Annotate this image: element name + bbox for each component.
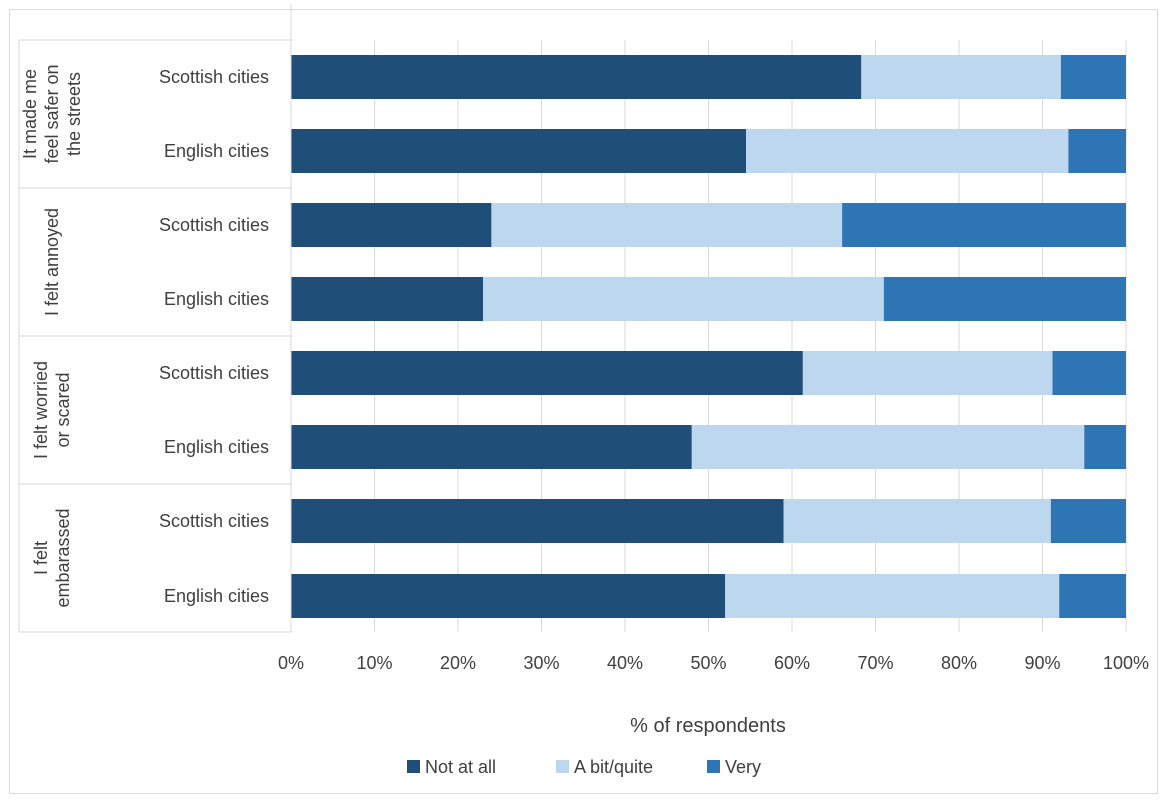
bar-segment-very: [1050, 499, 1126, 543]
bars: [291, 55, 1126, 618]
bar-segment-a-bit-quite: [802, 351, 1053, 395]
group-labels: It made me feel safer on the streets I felt…: [20, 64, 84, 607]
legend-swatch: [707, 760, 720, 773]
x-tick-label: 60%: [774, 653, 810, 673]
legend: Not at all A bit/quite Very: [407, 757, 761, 777]
group-label-line: or scared: [53, 372, 73, 447]
bar-segment-a-bit-quite: [691, 425, 1085, 469]
group-label: I felt worried or scared: [31, 361, 73, 459]
gridlines: [374, 40, 1127, 632]
bar-segment-not-at-all: [291, 55, 862, 99]
legend-swatch: [407, 760, 420, 773]
x-tick-label: 40%: [607, 653, 643, 673]
legend-label: Very: [725, 757, 761, 777]
category-label: English cities: [164, 289, 269, 309]
group-label-line: embarassed: [53, 508, 73, 607]
category-label: Scottish cities: [159, 215, 269, 235]
x-tick-label: 50%: [690, 653, 726, 673]
legend-swatch: [556, 760, 569, 773]
bar-segment-a-bit-quite: [861, 55, 1061, 99]
axis-lines: [18, 4, 292, 633]
chart-frame: [9, 9, 1158, 794]
bar-segment-very: [1059, 574, 1126, 618]
category-labels: Scottish cities English cities Scottish ci…: [159, 67, 269, 606]
bar-segment-very: [842, 203, 1126, 247]
bar-segment-not-at-all: [291, 499, 784, 543]
x-tick-label: 80%: [941, 653, 977, 673]
group-label: I felt embarassed: [31, 508, 73, 607]
bar-segment-not-at-all: [291, 203, 492, 247]
group-label-line: It made me: [20, 69, 40, 159]
x-tick-label: 20%: [440, 653, 476, 673]
category-label: English cities: [164, 141, 269, 161]
x-tick-label: 70%: [857, 653, 893, 673]
bar-segment-a-bit-quite: [491, 203, 843, 247]
category-label: Scottish cities: [159, 363, 269, 383]
bar-segment-a-bit-quite: [483, 277, 884, 321]
bar-segment-very: [1084, 425, 1126, 469]
bar-segment-a-bit-quite: [725, 574, 1060, 618]
x-tick-label: 10%: [356, 653, 392, 673]
x-axis-tick-labels: 0% 10% 20% 30% 40% 50% 60% 70% 80% 90% 100%: [278, 653, 1149, 673]
category-label: English cities: [164, 586, 269, 606]
group-label-line: feel safer on: [42, 64, 62, 163]
x-tick-label: 0%: [278, 653, 304, 673]
group-label-line: I felt annoyed: [42, 208, 62, 316]
bar-segment-very: [1060, 55, 1126, 99]
group-label-line: I felt worried: [31, 361, 51, 459]
bar-segment-not-at-all: [291, 425, 692, 469]
x-tick-label: 100%: [1103, 653, 1149, 673]
x-tick-label: 90%: [1024, 653, 1060, 673]
category-label: Scottish cities: [159, 67, 269, 87]
group-label: It made me feel safer on the streets: [20, 64, 84, 163]
group-label-line: the streets: [64, 72, 84, 156]
category-label: Scottish cities: [159, 511, 269, 531]
bar-segment-very: [1052, 351, 1126, 395]
group-label: I felt annoyed: [42, 208, 62, 316]
legend-label: A bit/quite: [574, 757, 653, 777]
bar-segment-not-at-all: [291, 129, 747, 173]
x-axis-title: % of respondents: [630, 715, 786, 737]
category-label: English cities: [164, 437, 269, 457]
bar-segment-very: [883, 277, 1126, 321]
bar-segment-very: [1068, 129, 1126, 173]
group-label-line: I felt: [31, 541, 51, 575]
bar-segment-not-at-all: [291, 277, 484, 321]
legend-label: Not at all: [425, 757, 496, 777]
bar-segment-not-at-all: [291, 574, 726, 618]
x-tick-label: 30%: [523, 653, 559, 673]
bar-segment-not-at-all: [291, 351, 803, 395]
bar-segment-a-bit-quite: [783, 499, 1051, 543]
bar-segment-a-bit-quite: [746, 129, 1069, 173]
